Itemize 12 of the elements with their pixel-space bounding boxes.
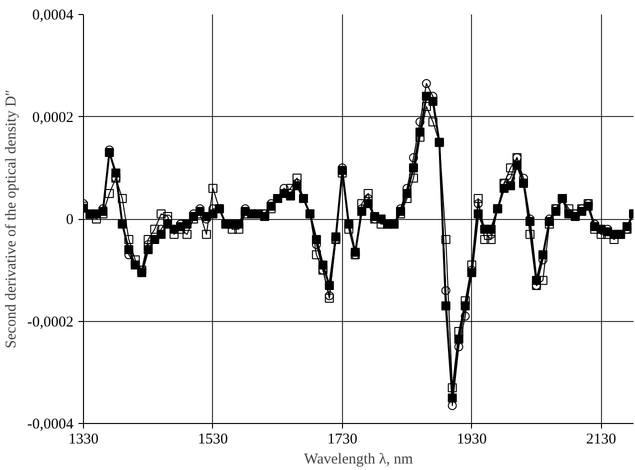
x-tick-label: 2130 — [586, 432, 616, 448]
y-tick-label: 0 — [66, 212, 74, 228]
x-tick-label: 1530 — [198, 432, 228, 448]
y-tick-label: -0,0002 — [27, 314, 74, 330]
y-tick-label: 0,0002 — [32, 110, 74, 126]
y-axis-title: Second derivative of the optical density D″ — [3, 90, 20, 348]
x-tick-label: 1730 — [327, 432, 358, 448]
y-tick-label: 0,0004 — [32, 8, 74, 24]
x-tick-label: 1330 — [68, 432, 98, 448]
x-axis-title: Wavelength λ, nm — [304, 452, 414, 468]
x-tick-label: 1930 — [456, 432, 487, 448]
y-tick-label: -0,0004 — [27, 416, 74, 432]
